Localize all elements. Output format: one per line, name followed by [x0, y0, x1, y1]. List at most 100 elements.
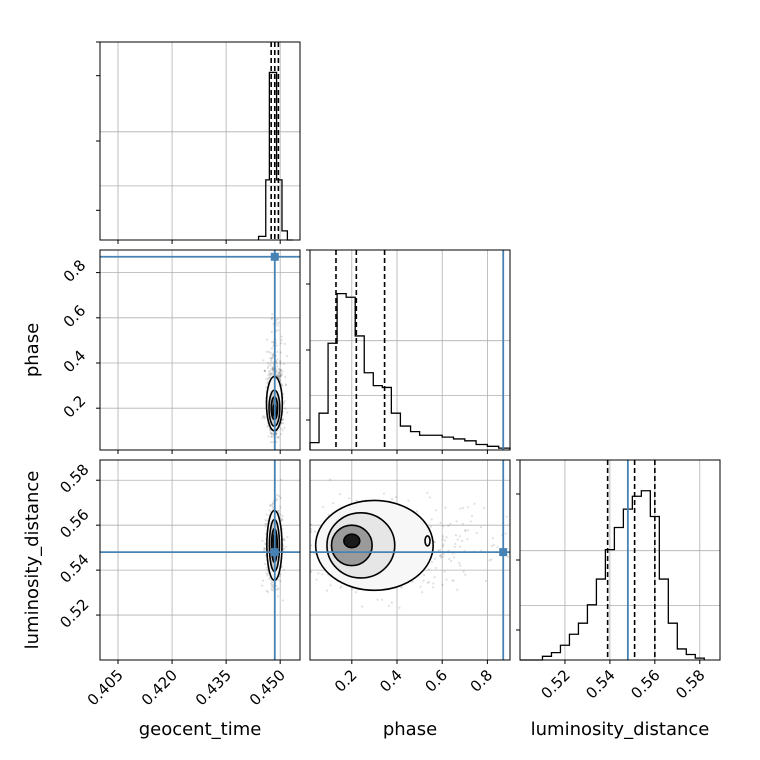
hist-panel-phase [306, 249, 511, 454]
sample-point [276, 365, 279, 368]
sample-point [430, 560, 433, 564]
sample-point [265, 350, 268, 353]
sample-point [281, 514, 284, 518]
sample-point [282, 422, 285, 425]
sample-point [454, 542, 457, 546]
sample-point [280, 519, 283, 522]
sample-point [348, 497, 351, 500]
sample-point [464, 529, 467, 532]
sample-point [432, 586, 435, 589]
sample-point [460, 539, 464, 543]
sample-point [264, 386, 268, 389]
sample-point [281, 418, 284, 421]
sample-point [283, 426, 286, 429]
sample-point [271, 355, 274, 359]
truth-marker [499, 548, 508, 557]
sample-point [407, 499, 410, 502]
sample-point [269, 440, 272, 444]
sample-point [415, 510, 419, 513]
panel-bg [100, 460, 300, 660]
sample-point [310, 544, 313, 547]
sample-point [270, 367, 273, 370]
panel-phase-vs-luminosity_distance [309, 459, 511, 664]
sample-point [429, 525, 433, 528]
sample-point [282, 537, 285, 540]
sample-point [280, 427, 283, 430]
sample-point [271, 353, 274, 357]
sample-point [442, 524, 445, 528]
sample-point [461, 506, 464, 509]
sample-point [277, 587, 280, 590]
sample-point [467, 529, 470, 532]
x-tick-label: 0.450 [246, 666, 289, 709]
sample-point [317, 572, 320, 575]
sample-point [434, 566, 437, 569]
panel-bg [520, 460, 720, 660]
sample-point [264, 542, 267, 545]
sample-point [278, 373, 281, 376]
sample-point [310, 523, 313, 526]
sample-point [442, 543, 445, 546]
sample-point [270, 347, 273, 350]
sample-point [462, 570, 465, 573]
sample-point [473, 502, 476, 505]
sample-point [260, 584, 264, 587]
sample-point [278, 376, 281, 379]
sample-point [268, 577, 271, 580]
sample-point [270, 331, 273, 334]
sample-point [286, 536, 289, 539]
sample-point [265, 522, 268, 525]
sample-point [433, 541, 436, 544]
sample-point [276, 324, 279, 327]
sample-point [422, 579, 425, 582]
x-tick-label: 0.6 [421, 666, 451, 696]
y-axis-label-phase: phase [22, 323, 43, 377]
sample-point [265, 566, 269, 569]
sample-point [275, 436, 278, 439]
sample-point [284, 384, 288, 387]
sample-point [351, 588, 354, 591]
sample-point [455, 520, 458, 523]
sample-point [445, 536, 448, 539]
sample-point [263, 548, 266, 551]
sample-point [277, 511, 281, 515]
sample-point [505, 515, 508, 518]
sample-point [279, 360, 282, 363]
sample-point [271, 585, 274, 588]
sample-point [325, 589, 329, 592]
sample-point [266, 574, 269, 577]
sample-point [269, 374, 272, 377]
sample-point [452, 579, 455, 582]
sample-point [322, 505, 325, 508]
sample-point [475, 532, 478, 535]
x-tick-label: 0.8 [467, 666, 497, 696]
sample-point [267, 365, 270, 368]
sample-point [282, 392, 285, 396]
sample-point [270, 432, 273, 436]
sample-point [422, 573, 426, 577]
panel-content [100, 250, 300, 450]
sample-point [329, 478, 332, 481]
sample-point [279, 374, 283, 377]
sample-point [269, 369, 272, 372]
sample-point [443, 570, 446, 573]
sample-point [437, 549, 440, 552]
sample-point [270, 588, 273, 591]
sample-point [433, 576, 436, 579]
sample-point [277, 436, 280, 439]
sample-point [278, 368, 281, 371]
sample-point [443, 539, 447, 542]
sample-point [279, 361, 282, 364]
sample-point [261, 579, 265, 582]
sample-point [286, 355, 289, 358]
sample-point [266, 568, 269, 571]
sample-point [281, 528, 284, 531]
sample-point [278, 374, 281, 378]
sample-point [267, 350, 270, 353]
sample-point [271, 366, 274, 370]
sample-point [492, 543, 496, 547]
sample-point [380, 598, 384, 601]
sample-point [279, 362, 282, 365]
sample-point [275, 344, 278, 347]
histogram-phase [309, 292, 511, 450]
